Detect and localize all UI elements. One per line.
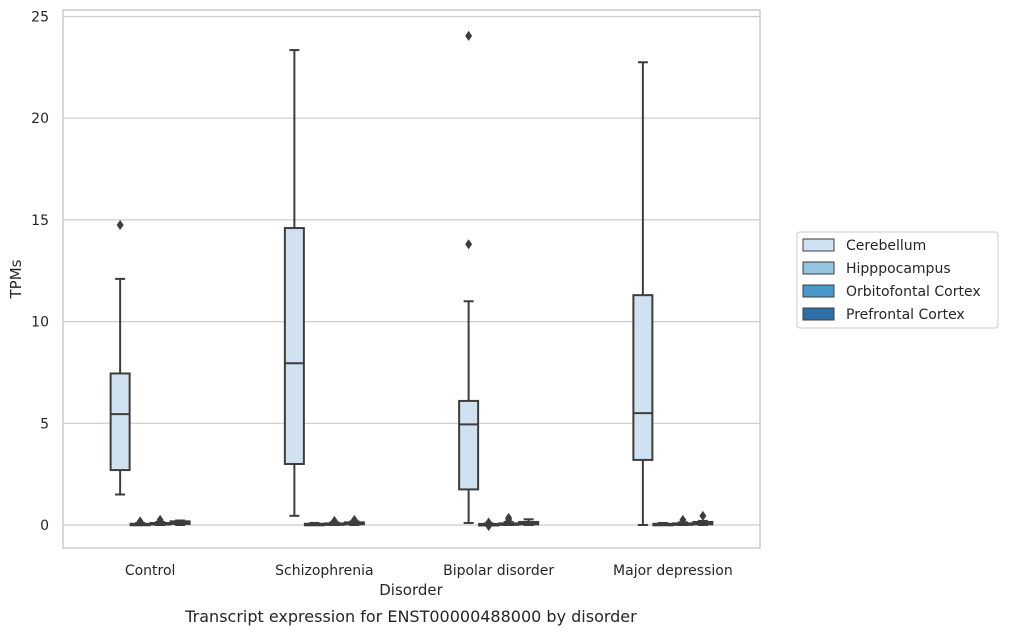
outlier-point [350, 514, 358, 525]
box-plot-item [498, 512, 520, 526]
box-iqr [458, 399, 480, 491]
y-tick-label: 10 [31, 315, 49, 331]
outlier-point [136, 516, 144, 527]
x-axis-ticks: Control Schizophrenia Bipolar disorder Majo… [125, 563, 733, 579]
chart-caption: Transcript expression for ENST0000048800… [184, 607, 637, 626]
legend-swatch [802, 307, 835, 321]
y-tick-label: 15 [31, 213, 49, 229]
box-plot-item [303, 521, 325, 527]
outlier-point [156, 514, 164, 525]
box-plot-item [672, 514, 694, 526]
series-prefrontal-cortex [169, 510, 714, 526]
legend: Cerebellum Hipppocampus Orbitofontal Corte… [796, 231, 999, 329]
y-axis-ticks: 0 5 10 15 20 25 [31, 10, 49, 535]
legend-label: Hipppocampus [846, 261, 951, 277]
outlier-point [465, 239, 473, 250]
x-tick-label: Major depression [613, 563, 733, 579]
box-plot-item [323, 515, 345, 526]
outlier-point [505, 514, 513, 525]
grid-lines [63, 15, 760, 526]
box-plot-item [518, 518, 540, 526]
legend-frame [796, 231, 999, 329]
box-plot-item [692, 510, 714, 526]
series-hipppocampus [129, 516, 674, 532]
box-plot-item [652, 521, 674, 527]
box-plot-item [109, 219, 131, 496]
series-orbitofontal-cortex [149, 512, 694, 526]
legend-swatch [802, 261, 835, 275]
box-plot-item [458, 30, 480, 524]
x-tick-label: Control [125, 563, 176, 579]
outlier-point [485, 521, 493, 532]
outlier-point [330, 515, 338, 526]
box-plot-item [478, 517, 500, 532]
box-plot-item [149, 514, 171, 526]
x-tick-label: Schizophrenia [275, 563, 373, 579]
box-iqr [283, 227, 305, 465]
legend-label: Orbitofontal Cortex [846, 284, 981, 300]
box-iqr [109, 372, 131, 472]
box-plot-item [632, 61, 654, 526]
y-axis-label: TPMs [7, 259, 25, 299]
box-plot-item [283, 49, 305, 517]
y-tick-label: 5 [40, 416, 49, 432]
y-tick-label: 20 [31, 111, 49, 127]
box-plot-item [343, 514, 365, 526]
box-plot-item [129, 516, 151, 527]
y-tick-label: 25 [31, 10, 49, 26]
outlier-point [699, 510, 707, 521]
legend-label: Prefrontal Cortex [846, 307, 965, 323]
y-tick-label: 0 [40, 518, 49, 534]
outlier-point [465, 30, 473, 41]
legend-swatch [802, 238, 835, 252]
legend-label: Cerebellum [846, 238, 926, 254]
box-iqr [632, 294, 654, 461]
plot-area-frame [62, 9, 761, 549]
x-tick-label: Bipolar disorder [443, 563, 554, 579]
series-cerebellum [109, 30, 654, 526]
outlier-point [116, 219, 124, 230]
outlier-point [679, 514, 687, 525]
legend-swatch [802, 284, 835, 298]
box-plot-item [169, 519, 191, 526]
x-axis-label: Disorder [379, 581, 443, 599]
box-series [109, 30, 714, 532]
